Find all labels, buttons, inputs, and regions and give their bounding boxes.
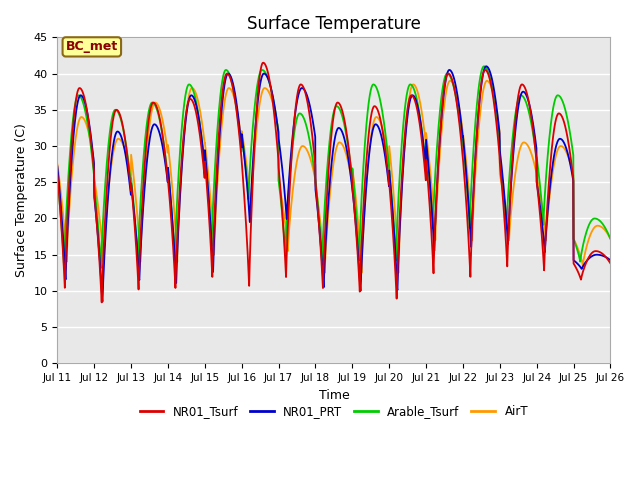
X-axis label: Time: Time	[319, 389, 349, 402]
Title: Surface Temperature: Surface Temperature	[247, 15, 421, 33]
Text: BC_met: BC_met	[66, 40, 118, 53]
Legend: NR01_Tsurf, NR01_PRT, Arable_Tsurf, AirT: NR01_Tsurf, NR01_PRT, Arable_Tsurf, AirT	[135, 400, 532, 423]
Y-axis label: Surface Temperature (C): Surface Temperature (C)	[15, 123, 28, 277]
